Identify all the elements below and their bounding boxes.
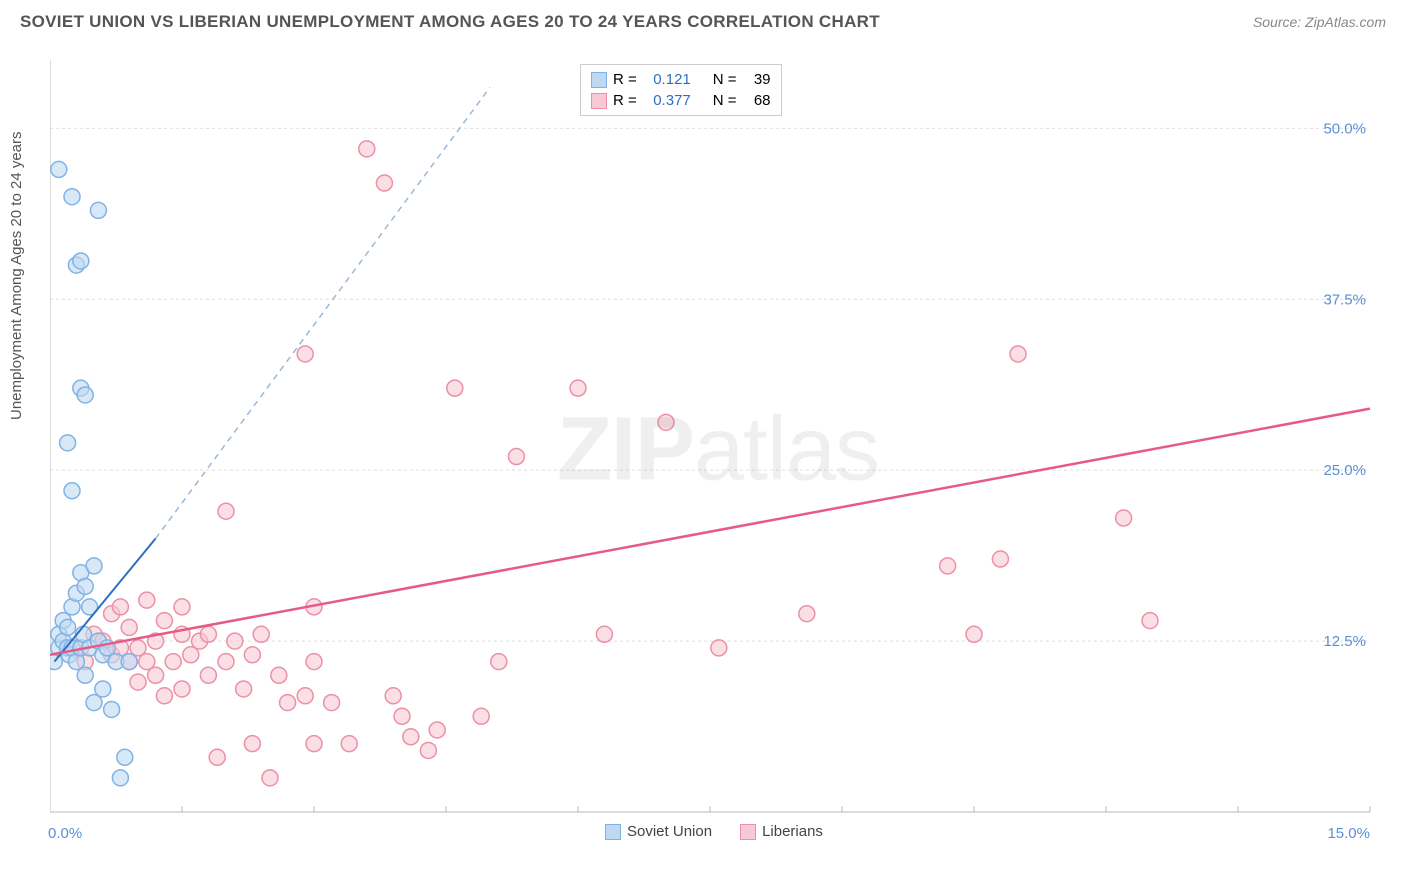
swatch-liberian (740, 824, 756, 840)
swatch-liberian (591, 93, 607, 109)
legend-label-soviet: Soviet Union (627, 823, 712, 840)
r-value-soviet: 0.121 (643, 71, 691, 88)
n-value-soviet: 39 (743, 71, 771, 88)
n-label: N = (713, 71, 737, 88)
chart-title: SOVIET UNION VS LIBERIAN UNEMPLOYMENT AM… (20, 12, 880, 32)
swatch-soviet (605, 824, 621, 840)
svg-text:12.5%: 12.5% (1323, 633, 1366, 650)
series-legend: Soviet Union Liberians (605, 823, 823, 840)
n-value-liberian: 68 (743, 92, 771, 109)
svg-text:25.0%: 25.0% (1323, 462, 1366, 479)
legend-label-liberian: Liberians (762, 823, 823, 840)
x-tick-min: 0.0% (48, 825, 82, 842)
header-bar: SOVIET UNION VS LIBERIAN UNEMPLOYMENT AM… (0, 0, 1406, 40)
r-value-liberian: 0.377 (643, 92, 691, 109)
svg-text:50.0%: 50.0% (1323, 120, 1366, 137)
swatch-soviet (591, 72, 607, 88)
legend-item-liberian: Liberians (740, 823, 823, 840)
source-attribution: Source: ZipAtlas.com (1253, 14, 1386, 30)
n-label: N = (713, 92, 737, 109)
chart-area: 12.5%25.0%37.5%50.0% ZIPatlas R = 0.121 … (50, 60, 1386, 840)
correlation-legend: R = 0.121 N = 39 R = 0.377 N = 68 (580, 64, 782, 116)
r-label: R = (613, 71, 637, 88)
legend-row-soviet: R = 0.121 N = 39 (591, 69, 771, 90)
y-axis-label: Unemployment Among Ages 20 to 24 years (8, 131, 25, 420)
svg-text:37.5%: 37.5% (1323, 291, 1366, 308)
legend-row-liberian: R = 0.377 N = 68 (591, 90, 771, 111)
r-label: R = (613, 92, 637, 109)
x-tick-max: 15.0% (1327, 825, 1370, 842)
legend-item-soviet: Soviet Union (605, 823, 712, 840)
scatter-plot: 12.5% 25.0% 37.5% 50.0% (50, 60, 1386, 840)
